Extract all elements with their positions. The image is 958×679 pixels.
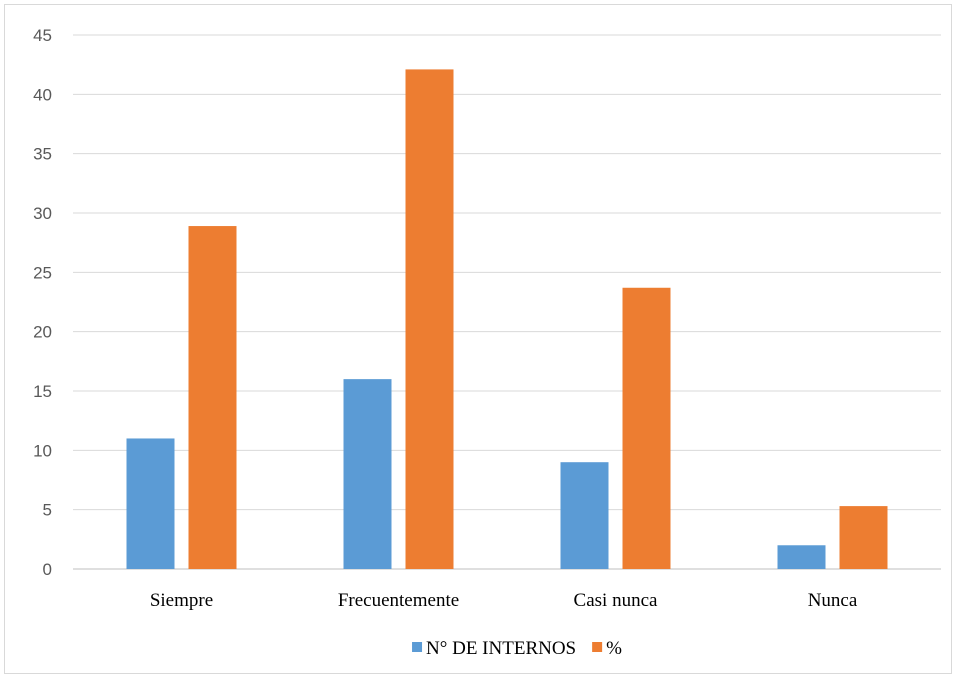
legend-label: N° DE INTERNOS [426,638,576,659]
x-category-label: Casi nunca [574,590,658,611]
bar-siempre-series-1 [126,438,175,569]
bar-nunca-series-2 [839,506,888,569]
y-tick-label: 30 [33,204,52,223]
bar-frecuentemente-series-1 [343,379,392,569]
x-category-label: Nunca [808,590,858,611]
y-tick-label: 5 [43,501,52,520]
y-tick-label: 20 [33,323,52,342]
y-tick-label: 0 [43,560,52,579]
bar-nunca-series-1 [777,545,826,569]
bar-frecuentemente-series-2 [405,69,454,569]
y-tick-label: 40 [33,85,52,104]
legend-swatch [592,642,603,652]
y-tick-label: 35 [33,145,52,164]
legend-swatch [412,642,423,652]
y-tick-label: 25 [33,263,52,282]
x-category-label: Siempre [150,590,213,611]
bar-casi-nunca-series-2 [622,287,671,569]
y-tick-label: 15 [33,382,52,401]
bar-casi-nunca-series-1 [560,462,609,569]
y-tick-label: 45 [33,26,52,45]
y-tick-label: 10 [33,441,52,460]
x-category-label: Frecuentemente [338,590,459,611]
legend-label: % [606,638,622,659]
bar-siempre-series-2 [188,226,237,569]
